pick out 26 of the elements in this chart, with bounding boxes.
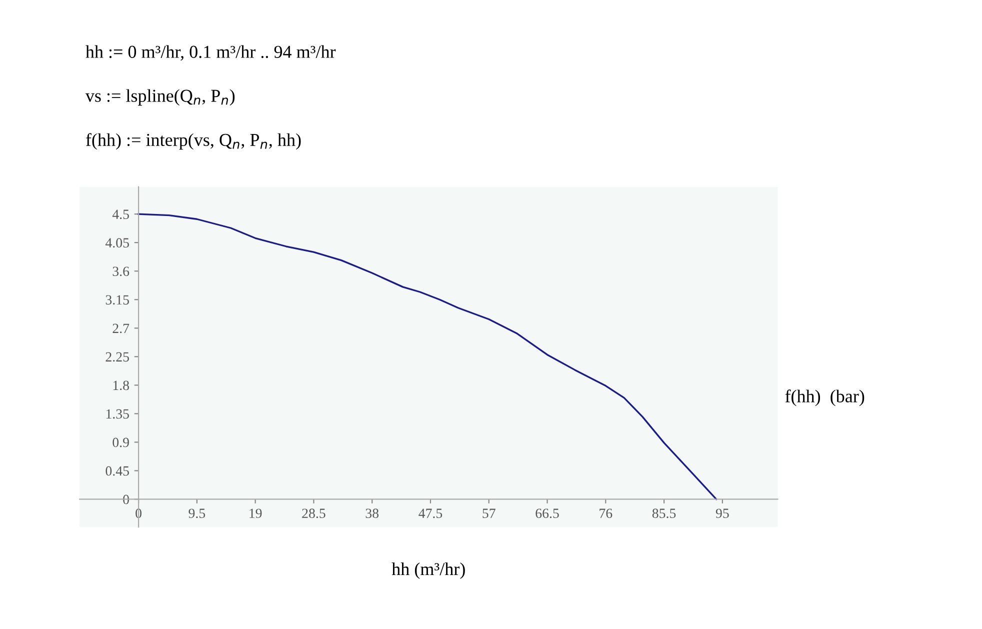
text: hh := 0 m³/hr, 0.1 m³/hr .. 94 m³/hr <box>86 45 336 61</box>
y-tick-label: 0.45 <box>106 466 129 476</box>
y-axis-title: f(hh) (bar) <box>785 390 864 406</box>
x-tick-label: 28.5 <box>302 508 326 518</box>
text: f(hh) := interp(vs, Q$_{n}$, P$_{n}$, hh) <box>86 133 301 150</box>
y-tick-label: 4.05 <box>105 238 129 248</box>
x-tick-label: 38 <box>366 508 379 518</box>
line-series <box>138 213 718 500</box>
x-tick-label: 9.5 <box>188 508 206 518</box>
x-tick-label: 47.5 <box>418 508 442 518</box>
x-tick-label: 19 <box>250 508 262 518</box>
y-tick-label: 2.25 <box>106 352 129 362</box>
x-tick-label: 76 <box>600 508 612 518</box>
x-tick-label: 66.5 <box>536 508 559 518</box>
x-axis-title: hh (m³/hr) <box>392 562 465 579</box>
x-tick-label: 95 <box>716 508 729 518</box>
y-tick-label: 2.7 <box>112 324 130 334</box>
x-tick-label: 85.5 <box>652 508 676 518</box>
text: vs := lspline(Q$_{n}$, P$_{n}$) <box>85 89 235 106</box>
y-tick-label: 1.8 <box>113 380 129 390</box>
y-tick-label: 1.35 <box>106 409 129 419</box>
y-tick-label: 3.15 <box>106 295 129 305</box>
y-tick-label: 4.5 <box>112 210 129 220</box>
x-tick-label: 57 <box>482 508 496 518</box>
y-tick-label: 0.9 <box>112 438 129 448</box>
y-tick-label: 3.6 <box>112 266 130 276</box>
